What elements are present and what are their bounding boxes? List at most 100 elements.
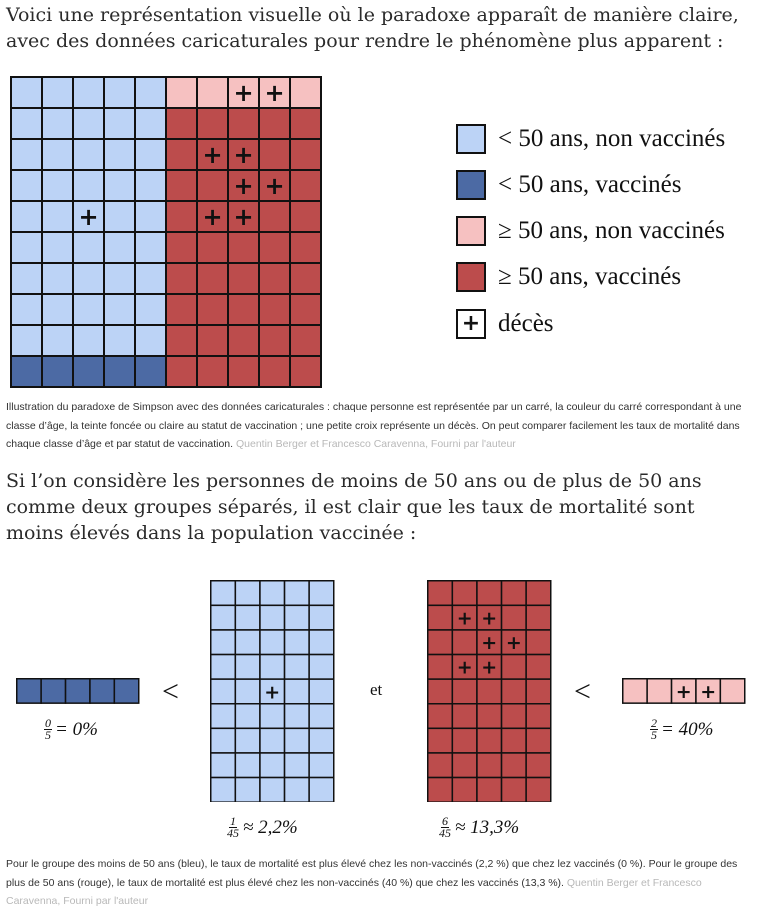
death-cross-icon: + xyxy=(202,141,222,169)
grid-young-unvaccinated-cell xyxy=(308,703,335,730)
grid-old-vaccinated-cell xyxy=(427,776,454,802)
population-grid-cell xyxy=(165,324,198,357)
legend-label-young-vaccinated: < 50 ans, vaccinés xyxy=(498,171,682,198)
grid-old-vaccinated-cell xyxy=(525,678,552,705)
rate-old-unvaccinated-result: = 40% xyxy=(661,718,714,740)
grid-old-vaccinated-cell xyxy=(500,580,527,607)
population-grid: + + + + + + + + + xyxy=(10,76,322,388)
legend-old-unvaccinated: ≥ 50 ans, non vaccinés xyxy=(456,213,725,249)
population-grid-cell xyxy=(72,355,105,388)
population-grid-cell xyxy=(103,138,136,171)
strip-young-vaccinated-cell xyxy=(16,678,42,704)
population-grid-cell xyxy=(227,231,260,264)
population-grid-cell xyxy=(134,231,167,264)
grid-young-unvaccinated-cell xyxy=(234,604,261,631)
population-grid-cell xyxy=(41,355,74,388)
grid-old-vaccinated-cell xyxy=(427,727,454,754)
grid-young-unvaccinated-cell xyxy=(210,678,237,705)
population-grid-cell xyxy=(165,231,198,264)
population-grid-cell xyxy=(289,231,322,264)
grid-old-vaccinated-cell xyxy=(476,580,503,607)
grid-old-vaccinated-cell xyxy=(451,703,478,730)
population-grid-cell xyxy=(103,169,136,202)
grid-old-vaccinated-cell xyxy=(476,727,503,754)
population-grid-cell xyxy=(10,138,43,171)
population-grid-cell xyxy=(165,355,198,388)
legend-death: + décès xyxy=(456,306,554,342)
rate-old-vaccinated-den: 45 xyxy=(439,826,451,840)
population-grid-cell xyxy=(10,200,43,233)
grid-old-vaccinated-cell xyxy=(500,629,527,656)
population-grid-cell xyxy=(10,231,43,264)
population-grid-cell xyxy=(258,262,291,295)
population-grid-cell xyxy=(196,293,229,326)
grid-young-unvaccinated-cell xyxy=(259,703,286,730)
grid-old-vaccinated-cell xyxy=(525,580,552,607)
caption-2-text: Pour le groupe des moins de 50 ans (bleu… xyxy=(6,858,738,889)
grid-young-unvaccinated-cell xyxy=(308,629,335,656)
population-grid-cell xyxy=(289,355,322,388)
population-grid-cell xyxy=(103,262,136,295)
grid-old-vaccinated-cell xyxy=(427,653,454,680)
population-grid-cell xyxy=(196,324,229,357)
death-cross-icon: + xyxy=(264,172,284,200)
grid-young-unvaccinated-cell xyxy=(210,580,237,607)
population-grid-cell xyxy=(103,293,136,326)
death-cross-icon: + xyxy=(78,203,98,231)
death-cross-icon: + xyxy=(481,657,497,679)
death-cross-icon: + xyxy=(506,632,522,654)
population-grid-cell xyxy=(72,293,105,326)
death-cross-icon: + xyxy=(481,607,497,629)
population-grid-cell xyxy=(227,262,260,295)
grid-young-unvaccinated-cell xyxy=(234,653,261,680)
population-grid-cell xyxy=(134,293,167,326)
grid-old-vaccinated-cell xyxy=(476,678,503,705)
grid-old-vaccinated-cell xyxy=(427,629,454,656)
caption-2-credit: Quentin Berger et Francesco Caravenna, F… xyxy=(6,876,702,908)
strip-young-vaccinated-cell xyxy=(64,678,91,704)
population-grid-cell xyxy=(165,200,198,233)
legend-young-unvaccinated: < 50 ans, non vaccinés xyxy=(456,121,725,157)
grid-young-unvaccinated-cell xyxy=(210,703,237,730)
grid-old-vaccinated-cell xyxy=(451,727,478,754)
population-grid-cell xyxy=(72,76,105,109)
legend-old-vaccinated: ≥ 50 ans, vaccinés xyxy=(456,259,681,295)
grid-young-unvaccinated-cell xyxy=(259,580,286,607)
population-grid-cell xyxy=(10,262,43,295)
grid-young-unvaccinated-cell xyxy=(259,604,286,631)
population-grid-cell xyxy=(289,200,322,233)
population-grid-cell xyxy=(258,138,291,171)
grid-young-unvaccinated-cell xyxy=(210,629,237,656)
population-grid-cell xyxy=(165,107,198,140)
population-grid-cell xyxy=(134,169,167,202)
rate-young-unvaccinated-num: 1 xyxy=(229,814,237,828)
population-grid-cell xyxy=(134,76,167,109)
grid-young-unvaccinated-cell xyxy=(283,776,310,802)
caption-1-text: Illustration du paradoxe de Simpson avec… xyxy=(6,401,742,450)
death-cross-icon: + xyxy=(264,79,284,107)
grid-young-unvaccinated-cell xyxy=(283,703,310,730)
death-cross-icon: + xyxy=(456,309,486,339)
population-grid-cell xyxy=(196,76,229,109)
population-grid-cell xyxy=(165,76,198,109)
grid-old-vaccinated-cell xyxy=(500,703,527,730)
grid-old-vaccinated: + + + + + + xyxy=(427,580,552,802)
grid-young-unvaccinated-cell xyxy=(210,752,237,779)
grid-young-unvaccinated-cell xyxy=(283,678,310,705)
grid-young-unvaccinated-cell xyxy=(234,703,261,730)
grid-old-vaccinated-cell xyxy=(476,629,503,656)
population-grid-cell xyxy=(10,293,43,326)
population-grid-cell xyxy=(41,169,74,202)
grid-old-vaccinated-cell xyxy=(500,653,527,680)
strip-old-unvaccinated: + + xyxy=(622,678,746,704)
strip-young-vaccinated xyxy=(16,678,140,704)
population-grid-cell xyxy=(41,76,74,109)
rate-old-unvaccinated-den: 5 xyxy=(651,728,657,742)
grid-young-unvaccinated-cell xyxy=(259,727,286,754)
grid-young-unvaccinated-cell xyxy=(308,653,335,680)
strip-young-vaccinated-cell xyxy=(89,678,116,704)
grid-old-vaccinated-cell xyxy=(525,629,552,656)
figure-caption-2: Pour le groupe des moins de 50 ans (bleu… xyxy=(6,855,758,911)
grid-old-vaccinated-cell xyxy=(500,604,527,631)
strip-old-unvaccinated-cell xyxy=(646,678,673,704)
